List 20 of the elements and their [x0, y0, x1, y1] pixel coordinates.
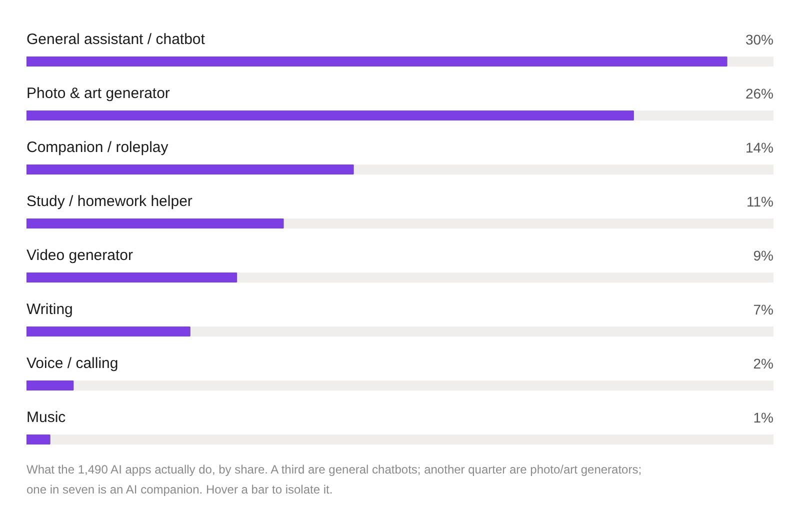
data-label: 7% — [753, 302, 774, 318]
y-tick-label: Video generator — [26, 247, 133, 264]
y-tick-label: Music — [26, 409, 66, 426]
y-tick-label: Study / homework helper — [26, 193, 192, 210]
y-tick-label: Voice / calling — [26, 355, 118, 372]
text: What the 1,490 AI apps actually do, by share. A third are general chatbots; another quarter are photo/art generators; one in seven is an AI companion. Hover a bar to isolate it. — [26, 462, 642, 496]
data-label: 26% — [745, 86, 774, 102]
y-tick-label: Photo & art generator — [26, 85, 170, 102]
data-label: 11% — [746, 194, 774, 210]
y-tick-label: Writing — [26, 301, 73, 318]
y-tick-label: General assistant / chatbot — [26, 31, 206, 48]
data-label: 1% — [753, 410, 774, 426]
data-label: 30% — [745, 32, 774, 48]
y-tick-label: Companion / roleplay — [26, 139, 169, 156]
data-label: 14% — [745, 140, 774, 156]
bar — [26, 326, 190, 336]
bar — [26, 434, 50, 444]
data-label: 2% — [753, 356, 774, 372]
data-label: 9% — [753, 248, 774, 264]
bar — [26, 380, 74, 390]
